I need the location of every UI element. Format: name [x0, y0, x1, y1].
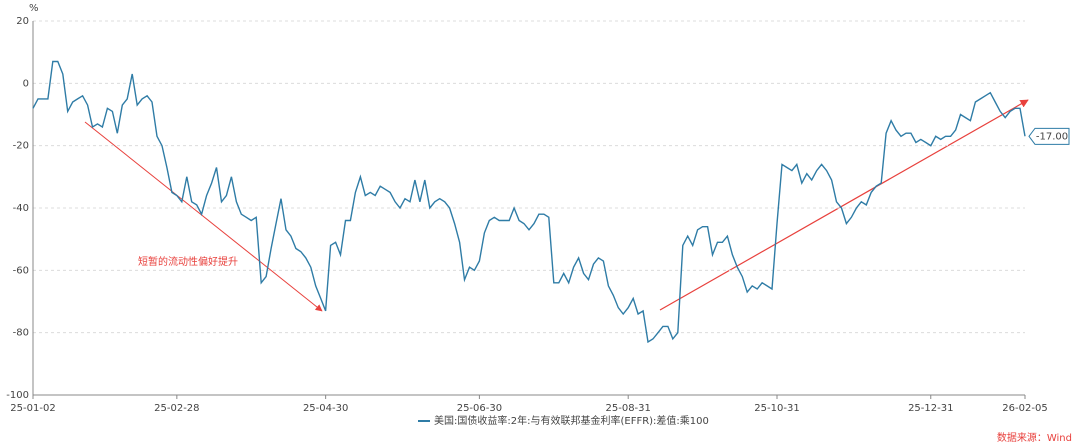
legend-label: 美国:国债收益率:2年:与有效联邦基金利率(EFFR):差值:乘100	[434, 414, 709, 427]
x-tick-label: 25-02-28	[154, 403, 199, 414]
y-axis-label: %	[29, 3, 39, 14]
y-tick-label: -40	[13, 203, 29, 214]
x-tick-label: 25-06-30	[457, 403, 502, 414]
trend-arrow	[659, 99, 1029, 311]
series-line	[32, 60, 1026, 344]
y-tick-label: -60	[13, 265, 29, 276]
x-tick-label: 25-08-31	[606, 403, 651, 414]
x-tick-label: 26-02-05	[1002, 403, 1047, 414]
x-tick-label: 25-04-30	[303, 403, 348, 414]
annotation: 短暂的流动性偏好提升	[138, 255, 238, 268]
y-tick-label: -80	[13, 328, 29, 339]
y-tick-label: -100	[6, 390, 29, 401]
x-tick-label: 25-10-31	[754, 403, 799, 414]
y-tick-label: 20	[16, 16, 29, 27]
trend-arrow	[84, 121, 323, 312]
value-label: -17.00	[1036, 131, 1068, 142]
value-label-box	[1028, 127, 1070, 145]
y-tick-label: 0	[23, 78, 29, 89]
y-tick-label: -20	[13, 141, 29, 152]
source: 数据来源：Wind	[997, 431, 1072, 444]
x-tick-label: 25-12-31	[908, 403, 953, 414]
x-tick-label: 25-01-02	[10, 403, 55, 414]
